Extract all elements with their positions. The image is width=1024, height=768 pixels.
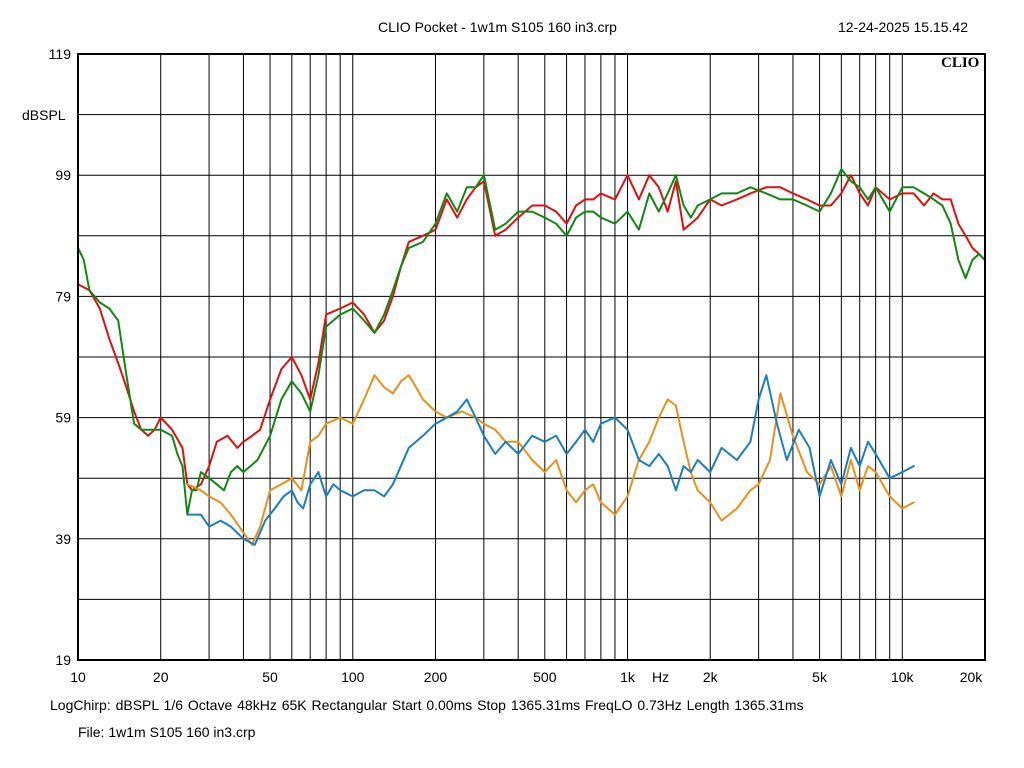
traces [77,168,986,546]
plot-frame [77,53,986,661]
series-line-3 [186,374,915,546]
x-axis-label: Hz [652,669,669,685]
x-tick-label: 10k [891,669,915,685]
x-tick-label: 100 [341,669,365,685]
y-tick-label: 19 [55,652,71,668]
grid [77,53,986,661]
y-tick-label: 99 [55,167,71,183]
y-tick-labels: 119 99 79 59 39 19 [49,46,72,668]
y-tick-label: 59 [55,410,71,426]
x-tick-label: 1k [620,669,636,685]
series-line-2 [77,168,986,516]
x-tick-label: 2k [703,669,719,685]
y-tick-label: 119 [49,46,72,62]
file-name: File: 1w1m S105 160 in3.crp [78,724,256,740]
series-line-4 [186,374,915,546]
clio-logo: CLIO [941,55,979,71]
y-tick-label: 39 [55,531,71,547]
chart-title: CLIO Pocket - 1w1m S105 160 in3.crp [378,19,617,35]
x-tick-label: 200 [424,669,448,685]
x-tick-labels: 10 20 50 100 200 500 1k 2k 5k 10k 20k [70,669,983,685]
y-axis-label: dBSPL [22,107,66,123]
measurement-settings: LogChirp: dBSPL 1/6 Octave 48kHz 65K Rec… [50,697,804,713]
x-tick-label: 500 [533,669,557,685]
timestamp: 12-24-2025 15.15.42 [838,19,968,35]
x-tick-label: 5k [812,669,828,685]
x-tick-label: 10 [70,669,86,685]
x-tick-label: 20 [153,669,169,685]
series-line-1 [77,174,986,492]
x-tick-label: 50 [262,669,278,685]
x-tick-label: 20k [960,669,984,685]
y-tick-label: 79 [55,288,71,304]
